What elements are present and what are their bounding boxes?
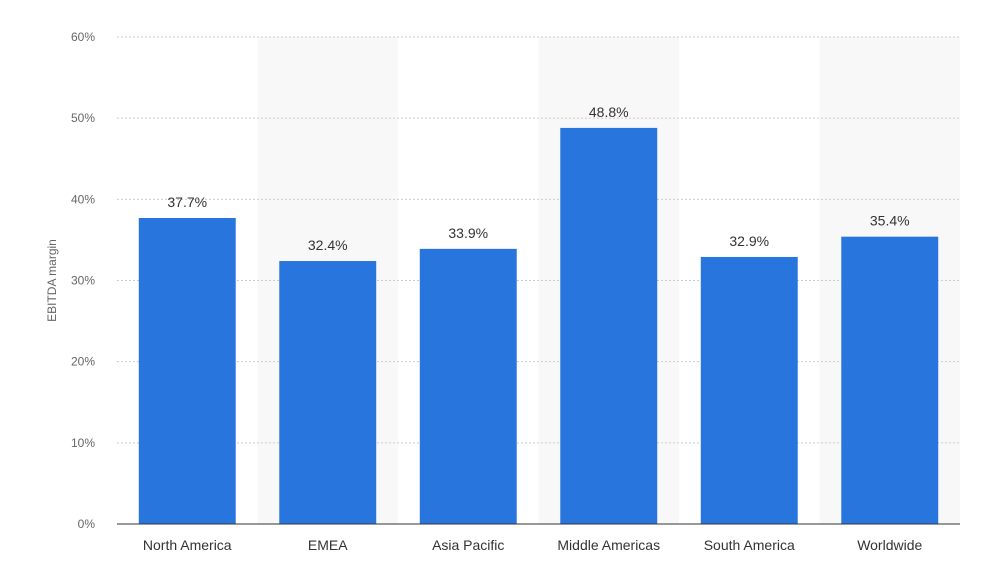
y-tick-label: 50%	[71, 111, 95, 125]
bars	[138, 127, 939, 525]
bar	[419, 248, 517, 524]
y-axis-ticks: 0% 10% 20% 30% 40% 50% 60%	[71, 30, 95, 531]
category-label: South America	[704, 537, 795, 553]
y-axis-title: EBITDA margin	[45, 239, 59, 322]
bar	[560, 127, 658, 524]
y-tick-label: 10%	[71, 436, 95, 450]
data-label: 32.4%	[308, 237, 348, 253]
bar	[138, 218, 236, 525]
data-label: 37.7%	[167, 194, 207, 210]
category-label: Worldwide	[857, 537, 922, 553]
y-tick-label: 60%	[71, 30, 95, 44]
data-label: 48.8%	[589, 104, 629, 120]
bar	[841, 236, 939, 525]
bar	[700, 256, 798, 524]
y-tick-label: 40%	[71, 192, 95, 206]
category-label: EMEA	[308, 537, 348, 553]
gridlines	[117, 36, 960, 444]
y-tick-label: 30%	[71, 274, 95, 288]
category-label: Middle Americas	[557, 537, 660, 553]
data-label: 33.9%	[448, 225, 488, 241]
bar	[279, 261, 377, 524]
data-label: 35.4%	[870, 213, 910, 229]
y-tick-label: 0%	[78, 517, 96, 531]
data-label: 32.9%	[729, 233, 769, 249]
category-label: Asia Pacific	[432, 537, 504, 553]
category-labels: North America EMEA Asia Pacific Middle Amer…	[143, 537, 923, 553]
y-tick-label: 20%	[71, 355, 95, 369]
data-labels: 37.7% 32.4% 33.9% 48.8% 32.9% 35.4%	[167, 104, 909, 253]
category-label: North America	[143, 537, 232, 553]
